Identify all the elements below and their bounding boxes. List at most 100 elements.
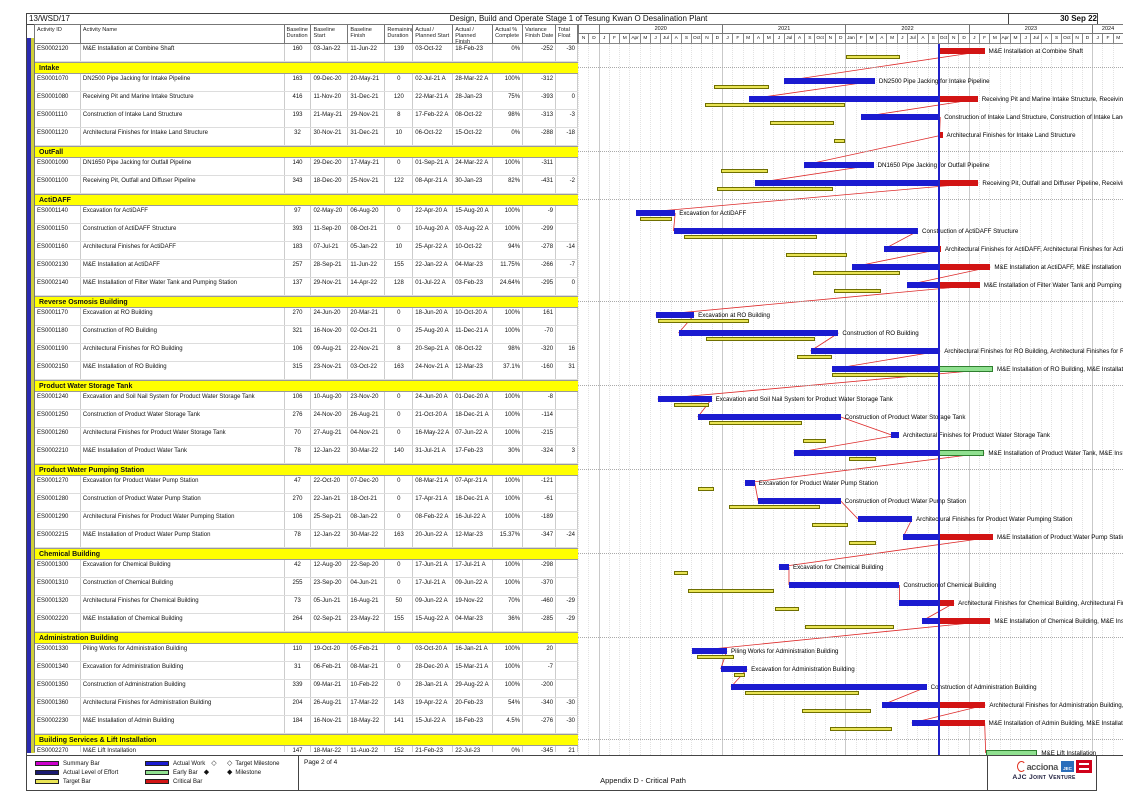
cell: 10: [385, 242, 414, 259]
cell: 100%: [493, 662, 524, 679]
table-row: ES0002220 M&E Installation of Chemical Bu…: [35, 614, 578, 632]
cell: 28-Dec-20 A: [413, 662, 454, 679]
cell: 183: [285, 242, 312, 259]
table-row: ES0002215 M&E Installation of Product Wat…: [35, 530, 578, 548]
cell: 11-Sep-20: [311, 224, 349, 241]
actual-work-bar: [697, 414, 841, 420]
cell: -393: [523, 92, 557, 109]
cell: 20: [523, 644, 557, 661]
legend-item: Actual Level of Effort: [35, 768, 118, 777]
cell: 416: [285, 92, 312, 109]
bar-label: Construction of Administration Building: [930, 684, 1037, 691]
cell: ES0002220: [35, 614, 81, 631]
legend-swatch-target-bar: [35, 779, 59, 784]
table-row: ES0001350 Construction of Administration …: [35, 680, 578, 698]
actual-work-bar: [673, 228, 918, 234]
actual-work-bar: [860, 114, 938, 120]
cell: 17-Feb-22 A: [413, 110, 454, 127]
target-bar: [673, 403, 709, 407]
target-bar: [802, 709, 872, 713]
cell: 24-Jun-20 A: [413, 392, 454, 409]
month-cell: M: [619, 34, 630, 44]
cell: 08-Jan-22: [348, 512, 386, 529]
critical-bar: [937, 96, 978, 102]
table-row: ES0001360 Architectural Finishes for Admi…: [35, 698, 578, 716]
month-cell: A: [752, 34, 764, 44]
cell: Receiving Pit, Outfall and Diffuser Pipe…: [81, 176, 285, 193]
cell: -320: [523, 344, 557, 361]
cell: 0: [385, 476, 414, 493]
cell: -266: [523, 260, 557, 277]
legend-label: Early Bar: [173, 769, 198, 776]
cell: 22-Oct-20: [311, 476, 349, 493]
cell: ES0002120: [35, 44, 81, 61]
month-cell: N: [578, 34, 589, 44]
cell: 106: [285, 392, 312, 409]
month-gridline: [793, 44, 795, 755]
cell: 08-Oct-22: [453, 344, 494, 361]
cell: [556, 476, 578, 493]
month-gridline: [773, 44, 775, 755]
actual-work-bar: [832, 366, 938, 372]
cell: 18-Feb-23: [453, 44, 494, 61]
bar-label: Architectural Finishes for Administratio…: [989, 702, 1123, 709]
month-cell: S: [1050, 34, 1062, 44]
cell: [556, 224, 578, 241]
cell: 31-Dec-21: [348, 128, 386, 145]
target-bar: [834, 289, 881, 293]
cell: 17-Jul-21 A: [453, 560, 494, 577]
month-gridline: [886, 44, 888, 755]
cell: 07-Jul-21: [311, 242, 349, 259]
month-cell: N: [1071, 34, 1082, 44]
actual-work-bar: [678, 330, 839, 336]
cell: 110: [285, 644, 312, 661]
cell: 42: [285, 560, 312, 577]
bar-label: M&E Installation at ActiDAFF, M&E Instal…: [994, 264, 1123, 271]
legend-label: Actual Work: [173, 760, 206, 767]
cell: 25-Apr-22 A: [413, 242, 454, 259]
table-row: ES0001310 Construction of Chemical Buildi…: [35, 578, 578, 596]
cell: 22-Jul-23: [453, 746, 494, 752]
cell: DN1650 Pipe Jacking for Outfall Pipeline: [81, 158, 285, 175]
month-gridline: [711, 44, 713, 755]
cell: 204: [285, 698, 312, 715]
cell: 21-Oct-20 A: [413, 410, 454, 427]
cell: DN2500 Pipe Jacking for Intake Pipeline: [81, 74, 285, 91]
cell: Architectural Finishes for Product Water…: [81, 428, 285, 445]
target-bar: [832, 373, 939, 377]
cell: 04-Mar-23: [453, 614, 494, 631]
target-bar: [698, 487, 714, 491]
cell: [556, 392, 578, 409]
month-cell: F: [608, 34, 620, 44]
cell: 184: [285, 716, 312, 733]
cell: [556, 410, 578, 427]
cell: ES0001180: [35, 326, 81, 343]
cell: 163: [385, 530, 414, 547]
cell: 30-Mar-22: [348, 530, 386, 547]
cell: 0: [385, 494, 414, 511]
cell: 30-Mar-22: [348, 446, 386, 463]
month-cell: Jul: [907, 34, 918, 44]
cell: 0: [385, 662, 414, 679]
cell: Architectural Finishes for Product Water…: [81, 512, 285, 529]
critical-bar: [937, 600, 955, 606]
cell: 20-Feb-23: [453, 698, 494, 715]
bar-label: M&E Lift Installation: [1041, 750, 1097, 755]
cell: 100%: [493, 644, 524, 661]
bar-label: Architectural Finishes for ActiDAFF, Arc…: [944, 246, 1123, 253]
frame-left-line: [26, 13, 27, 790]
cell: 140: [285, 158, 312, 175]
cell: 0: [385, 308, 414, 325]
month-gridline: [979, 44, 981, 755]
column-header-total-float: Total Float: [556, 24, 578, 43]
month-cell: N: [701, 34, 712, 44]
target-bar: [849, 457, 876, 461]
cell: ES0001080: [35, 92, 81, 109]
milestone-icon: ◇: [211, 759, 217, 767]
table-row: ES0001140 Excavation for ActiDAFF 97 02-May…: [35, 206, 578, 224]
month-cell: Apr: [629, 34, 640, 44]
cell: 128: [385, 278, 414, 295]
cell: 22-Jan-22 A: [413, 260, 454, 277]
cell: -288: [523, 128, 557, 145]
month-cell: D: [835, 34, 846, 44]
